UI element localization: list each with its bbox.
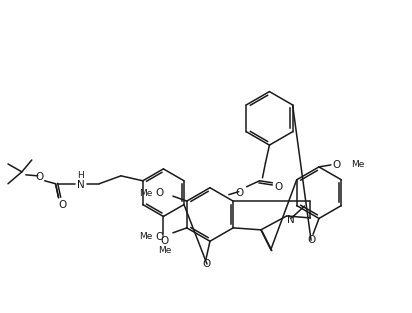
Text: O: O	[35, 172, 44, 182]
Text: N: N	[287, 215, 295, 225]
Text: H: H	[77, 171, 84, 180]
Text: Me: Me	[140, 189, 153, 198]
Text: O: O	[203, 259, 211, 269]
Text: O: O	[155, 188, 163, 198]
Text: Me: Me	[140, 232, 153, 241]
Text: Me: Me	[351, 161, 364, 169]
Text: O: O	[274, 182, 283, 192]
Text: O: O	[333, 160, 341, 170]
Text: N: N	[77, 180, 85, 190]
Text: O: O	[160, 236, 169, 246]
Text: O: O	[236, 188, 244, 198]
Text: O: O	[59, 200, 67, 210]
Text: Me: Me	[158, 246, 171, 255]
Text: O: O	[307, 235, 315, 245]
Text: O: O	[155, 232, 163, 242]
